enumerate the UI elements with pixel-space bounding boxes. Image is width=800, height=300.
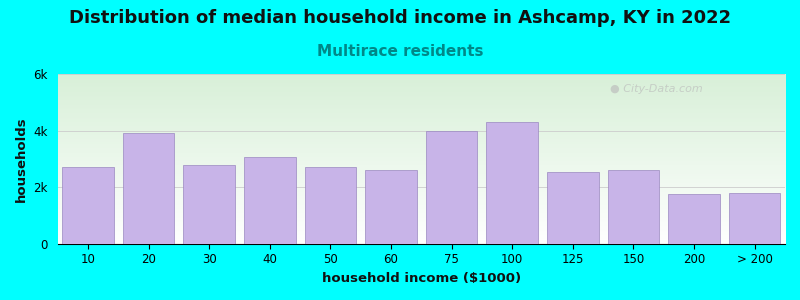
Bar xyxy=(183,164,235,244)
X-axis label: household income ($1000): household income ($1000) xyxy=(322,272,521,285)
Bar xyxy=(366,170,417,244)
Text: ● City-Data.com: ● City-Data.com xyxy=(610,84,703,94)
Bar xyxy=(426,130,478,244)
Bar xyxy=(244,158,295,244)
Bar xyxy=(668,194,720,244)
Text: Distribution of median household income in Ashcamp, KY in 2022: Distribution of median household income … xyxy=(69,9,731,27)
Text: Multirace residents: Multirace residents xyxy=(317,44,483,59)
Bar xyxy=(305,167,356,244)
Bar xyxy=(123,134,174,244)
Bar xyxy=(486,122,538,244)
Bar xyxy=(729,193,781,244)
Bar xyxy=(547,172,598,244)
Y-axis label: households: households xyxy=(15,116,28,202)
Bar xyxy=(608,170,659,244)
Bar xyxy=(62,167,114,244)
